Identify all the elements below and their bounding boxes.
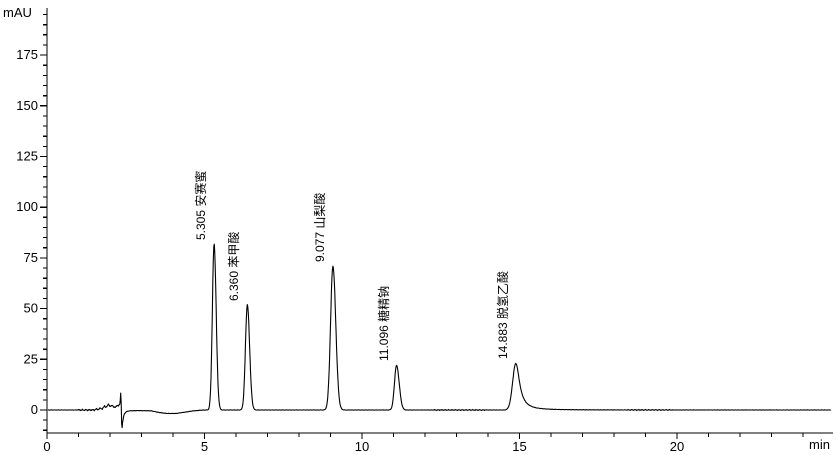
y-tick-label: 75 (24, 250, 38, 265)
y-tick-label: 50 (24, 301, 38, 316)
peak-label-1: 5.305 安赛蜜 (194, 170, 209, 240)
x-tick-label: 5 (201, 439, 208, 454)
y-tick-label: 125 (16, 149, 38, 164)
x-tick-label: 10 (355, 439, 369, 454)
x-tick-label: 20 (670, 439, 684, 454)
y-axis-unit-label: mAU (3, 5, 32, 20)
peak-label-4: 11.096 糖精钠 (376, 286, 391, 362)
peak-label-5: 14.883 脱氢乙酸 (495, 271, 510, 360)
y-tick-label: 25 (24, 351, 38, 366)
y-tick-label: 150 (16, 98, 38, 113)
x-tick-label: 15 (512, 439, 526, 454)
y-tick-label: 100 (16, 199, 38, 214)
x-axis-unit-label: min (809, 437, 830, 452)
x-tick-label: 0 (43, 439, 50, 454)
peak-label-3: 9.077 山梨酸 (312, 192, 327, 262)
chromatogram-trace (47, 243, 832, 429)
y-tick-label: 0 (31, 402, 38, 417)
y-tick-label: 175 (16, 47, 38, 62)
peak-label-2: 6.360 苯甲酸 (227, 231, 242, 301)
